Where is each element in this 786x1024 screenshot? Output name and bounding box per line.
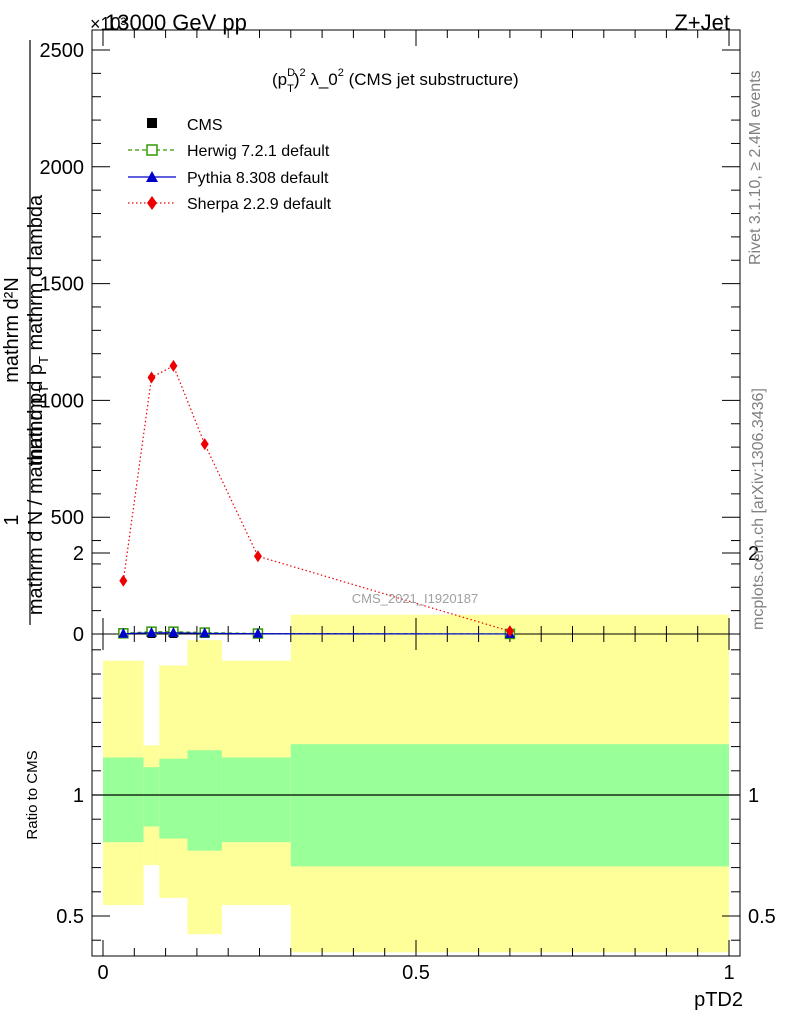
band-inner-4 (221, 757, 291, 843)
title-sup1: D (287, 67, 295, 79)
title-sup2: 2 (299, 67, 305, 79)
header-left: 13000 GeV pp (105, 10, 247, 35)
plot-title: (pD T)2 λ_02 (CMS jet substructure) (272, 67, 519, 95)
ratio-ytick-label-r-1: 1 (748, 785, 759, 807)
title-d: (CMS jet substructure) (344, 70, 519, 89)
legend-marker-sherpa (147, 196, 157, 210)
y-label-den: mathrm d N / mathrm d pT (25, 385, 51, 615)
point-pythia-2 (168, 626, 179, 637)
point-pythia-0 (118, 627, 129, 638)
point-sherpa-5 (505, 625, 514, 638)
legend: CMS Herwig 7.2.1 default Pythia 8.308 de… (128, 117, 332, 213)
ratio-ytick-label-0: 0.5 (56, 906, 84, 928)
ratio-ytick-label-1: 1 (73, 785, 84, 807)
main-ytick-label-5: 2500 (40, 40, 85, 62)
point-pythia-1 (146, 626, 157, 637)
series-group (118, 359, 516, 640)
legend-label-herwig: Herwig 7.2.1 default (187, 143, 330, 160)
title-c: λ_0 (306, 70, 338, 89)
point-pythia-4 (252, 627, 263, 638)
rivet-label: Rivet 3.1.10, ≥ 2.4M events (747, 70, 764, 265)
x-axis-label: pTD2 (694, 989, 743, 1011)
main-ytick-label-2: 1000 (40, 390, 85, 412)
main-ytick-label-1: 500 (51, 507, 84, 529)
ratio-ytick-label-r-2: 2 (748, 543, 759, 565)
legend-label-pythia: Pythia 8.308 default (187, 170, 329, 187)
band-inner-5 (290, 744, 729, 867)
series-line-pythia (123, 632, 510, 635)
legend-label-sherpa: Sherpa 2.2.9 default (187, 196, 332, 213)
band-inner-1 (143, 767, 160, 827)
legend-marker-pythia (146, 171, 158, 182)
y-exponent: ×10³ (90, 14, 127, 34)
mcplots-label: mcplots.cern.ch [arXiv:1306.3436] (750, 388, 767, 630)
main-ytick-label-4: 2000 (40, 157, 85, 179)
legend-marker-cms (147, 118, 157, 128)
point-sherpa-1 (147, 371, 156, 384)
ratio-bands (103, 614, 729, 953)
analysis-watermark: CMS_2021_I1920187 (352, 591, 479, 606)
title-sup3: 2 (338, 67, 344, 79)
band-inner-0 (103, 757, 144, 843)
main-ytick-label-0: 0 (73, 624, 84, 646)
y-label-num: mathrm d²N (1, 277, 23, 383)
main-ytick-label-3: 1500 (40, 274, 85, 296)
point-sherpa-4 (253, 550, 262, 563)
title-sub1: T (287, 83, 294, 95)
ratio-ytick-label-2: 2 (73, 543, 84, 565)
band-inner-3 (187, 750, 222, 851)
x-tick-label-0: 0 (97, 962, 108, 984)
point-sherpa-3 (200, 438, 209, 451)
header-right: Z+Jet (674, 10, 730, 35)
point-sherpa-2 (169, 359, 178, 372)
legend-marker-herwig (146, 144, 158, 156)
x-tick-label-1: 0.5 (402, 962, 430, 984)
series-line-sherpa (122, 364, 511, 632)
legend-label-cms: CMS (187, 117, 223, 134)
main-y-label: mathrm d²N 1 mathrm d pT mathrm d lambda… (1, 40, 51, 625)
x-tick-label-2: 1 (723, 962, 734, 984)
title-a: (p (272, 70, 287, 89)
ratio-y-label: Ratio to CMS (24, 750, 41, 839)
ratio-ytick-label-r-0: 0.5 (748, 906, 776, 928)
band-inner-2 (159, 758, 188, 839)
point-pythia-3 (199, 627, 210, 638)
point-sherpa-0 (119, 574, 128, 587)
y-label-one: 1 (1, 514, 23, 525)
title-b: ) (294, 70, 300, 89)
